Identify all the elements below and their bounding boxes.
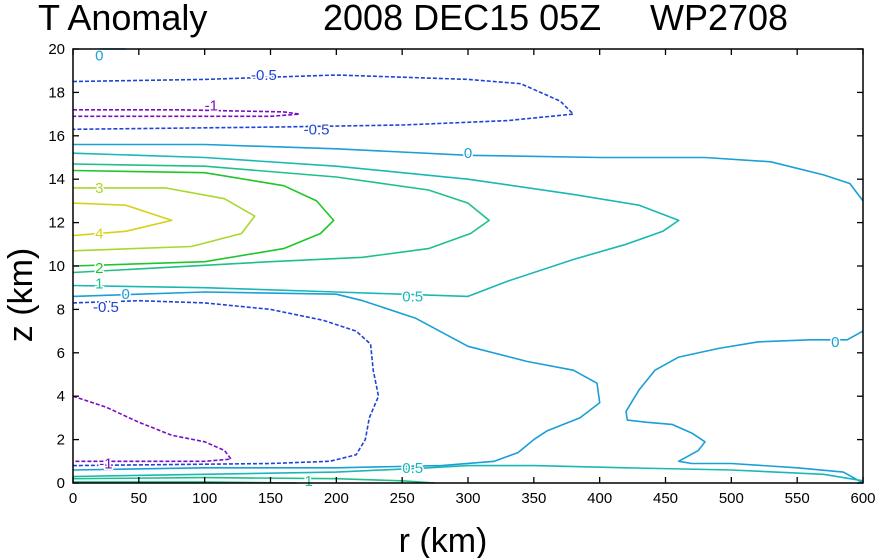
chart-title-storm: WP2708: [650, 0, 788, 38]
x-tick-label-500: 500: [719, 490, 744, 507]
contour-line-0: [72, 74, 575, 131]
x-tick-label-400: 400: [587, 490, 612, 507]
chart-title-variable: T Anomaly: [38, 0, 207, 38]
x-tick-label-300: 300: [455, 490, 480, 507]
y-tick-label-18: 18: [48, 84, 65, 101]
contour-line-13: [72, 464, 864, 482]
contour-label-5: 3: [95, 180, 103, 197]
chart-title-date: 2008 DEC15 05Z: [323, 0, 601, 38]
x-tick-label-50: 50: [130, 490, 147, 507]
contour-label-10: 0.5: [402, 288, 423, 305]
y-tick-label-8: 8: [57, 301, 65, 318]
contour-label-14: 0.5: [402, 460, 423, 477]
contour-label-11: -0.5: [93, 299, 119, 316]
x-tick-label-450: 450: [653, 490, 678, 507]
contour-line-1: [73, 109, 301, 118]
y-tick-label-16: 16: [48, 128, 65, 145]
y-tick-label-14: 14: [48, 171, 65, 188]
x-tick-label-250: 250: [390, 490, 415, 507]
contour-line-9: [72, 291, 601, 471]
x-tick-label-350: 350: [521, 490, 546, 507]
contour-label-1: -0.5: [251, 67, 277, 84]
contour-line-10: [625, 330, 864, 484]
contour-label-6: 4: [95, 225, 103, 242]
contour-label-0: 0: [95, 48, 103, 65]
contour-label-7: 2: [95, 260, 103, 277]
x-axis-label: r (km): [399, 522, 488, 558]
x-axis-ticks: 0 50 100 150 200 250 300 350 400 450 500 550 600: [69, 49, 876, 507]
contour-line-4: [72, 152, 680, 298]
x-tick-label-600: 600: [850, 490, 875, 507]
x-tick-label-200: 200: [324, 490, 349, 507]
x-tick-label-550: 550: [785, 490, 810, 507]
contour-line-11: [72, 299, 380, 467]
y-tick-label-0: 0: [57, 475, 65, 492]
contour-line-7: [72, 187, 256, 252]
contour-label-9: 0: [121, 286, 129, 303]
y-axis-label: z (km): [2, 248, 40, 342]
y-tick-label-10: 10: [48, 258, 65, 275]
contour-label-15: 1: [305, 473, 313, 490]
contour-label-13: -1: [99, 455, 112, 472]
y-tick-label-2: 2: [57, 432, 65, 449]
contour-label-2: -1: [205, 97, 218, 114]
y-tick-label-12: 12: [48, 215, 65, 232]
x-tick-label-0: 0: [69, 490, 77, 507]
x-tick-label-150: 150: [258, 490, 283, 507]
contour-line-12: [72, 395, 232, 463]
y-tick-label-4: 4: [57, 388, 65, 405]
y-tick-label-20: 20: [48, 41, 65, 58]
contour-label-12: 0: [831, 334, 839, 351]
x-tick-label-100: 100: [192, 490, 217, 507]
contour-line-6: [72, 169, 335, 267]
contour-label-4: 0: [464, 145, 472, 162]
y-tick-label-6: 6: [57, 345, 65, 362]
contour-line-8: [72, 202, 173, 237]
contour-line-5: [72, 163, 490, 274]
contour-label-3: -0.5: [304, 121, 330, 138]
contour-label-8: 1: [95, 275, 103, 292]
contour-line-2: [73, 143, 864, 202]
